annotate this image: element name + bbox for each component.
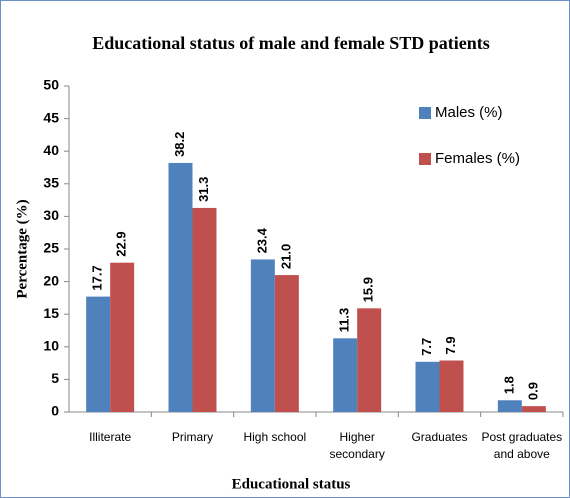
bar (497, 400, 522, 412)
bar (274, 275, 299, 412)
y-tick-label: 35 (43, 175, 59, 191)
x-tick-label: Post graduates and above (481, 430, 563, 461)
data-label: 21.0 (278, 244, 293, 269)
bar (110, 262, 135, 412)
x-tick-label: Illiterate (89, 430, 132, 444)
y-tick-label: 10 (43, 338, 59, 354)
bar (86, 296, 111, 412)
y-tick-label: 45 (43, 109, 59, 125)
data-label: 0.9 (525, 382, 540, 400)
chart-title: Educational status of male and female ST… (92, 33, 490, 53)
y-tick-label: 25 (43, 240, 59, 256)
data-label: 1.8 (501, 376, 516, 394)
data-label: 15.9 (361, 277, 376, 302)
data-label: 7.7 (419, 338, 434, 356)
x-tick-label: Graduates (411, 430, 468, 444)
bar (357, 308, 382, 412)
bar (168, 162, 193, 412)
y-tick-label: 40 (43, 142, 59, 158)
bar (521, 406, 546, 412)
data-label: 38.2 (172, 132, 187, 157)
data-label: 23.4 (254, 227, 269, 253)
data-label: 17.7 (90, 265, 105, 290)
x-tick-label: Higher secondary (329, 430, 385, 461)
data-label: 31.3 (196, 177, 211, 202)
x-tick-label: High school (243, 430, 307, 444)
x-axis-label: Educational status (232, 476, 351, 492)
data-label: 22.9 (114, 231, 129, 256)
y-tick-label: 20 (43, 272, 59, 288)
x-tick-label: Primary (171, 430, 214, 444)
legend-swatch (419, 153, 431, 165)
y-axis-label: Percentage (%) (14, 199, 30, 298)
y-tick-label: 30 (43, 207, 59, 223)
data-label: 7.9 (443, 336, 458, 354)
data-label: 11.3 (337, 308, 352, 333)
bar (415, 361, 440, 412)
bar (333, 338, 358, 412)
y-tick-label: 0 (51, 403, 59, 419)
bar (250, 259, 275, 412)
y-tick-label: 5 (51, 370, 59, 386)
y-tick-label: 15 (43, 305, 59, 321)
bar (192, 207, 217, 412)
legend-label: Females (%) (435, 150, 520, 167)
legend-swatch (419, 107, 431, 119)
legend-label: Males (%) (435, 104, 503, 121)
bar (439, 360, 464, 412)
y-tick-label: 50 (43, 77, 59, 93)
